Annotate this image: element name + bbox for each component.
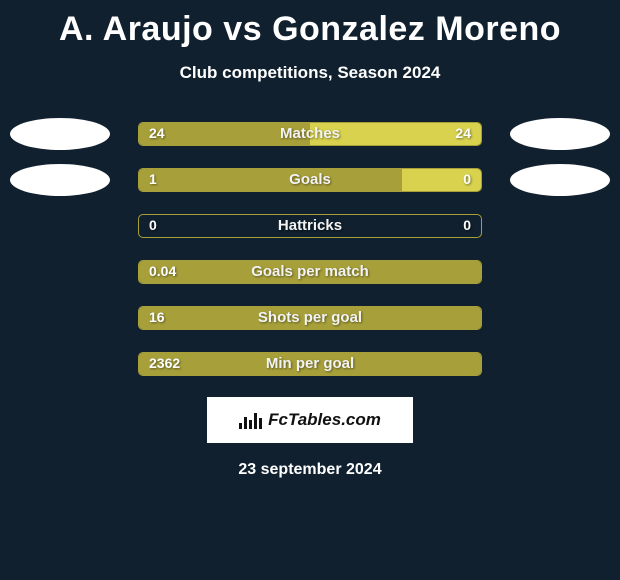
stat-bar: Hattricks0 0 (138, 214, 482, 238)
stat-row: Matches2424 (0, 111, 620, 157)
stat-bar-left (139, 169, 402, 191)
brand-badge: FcTables.com (207, 397, 413, 443)
title-player1: A. Araujo (59, 10, 213, 48)
title-vs: vs (223, 10, 262, 48)
stat-label: Hattricks (139, 217, 481, 234)
stat-bar-left (139, 353, 481, 375)
stat-row: Shots per goal16 (0, 295, 620, 341)
page-title: A. Araujo vs Gonzalez Moreno (0, 0, 620, 49)
stat-bar: Shots per goal16 (138, 306, 482, 330)
title-player2: Gonzalez Moreno (272, 10, 561, 48)
stat-bar: Goals10 (138, 168, 482, 192)
subtitle: Club competitions, Season 2024 (0, 63, 620, 83)
stat-bar-right (402, 169, 481, 191)
player-avatar-left (10, 164, 110, 196)
stat-bar: Min per goal2362 (138, 352, 482, 376)
footer-date: 23 september 2024 (0, 461, 620, 479)
player-avatar-right (510, 164, 610, 196)
stat-row: Min per goal2362 (0, 341, 620, 387)
stat-bar: Goals per match0.04 (138, 260, 482, 284)
stat-row: Goals per match0.04 (0, 249, 620, 295)
player-avatar-right (510, 118, 610, 150)
stat-row: Hattricks0 0 (0, 203, 620, 249)
stat-bar-left (139, 307, 481, 329)
stat-bar-left (139, 261, 481, 283)
stat-bar: Matches2424 (138, 122, 482, 146)
stat-bar-right (310, 123, 481, 145)
brand-text: FcTables.com (268, 410, 381, 430)
stat-value-right: 0 (463, 217, 471, 233)
stat-value-left: 0 (149, 217, 157, 233)
stat-bar-left (139, 123, 310, 145)
player-avatar-left (10, 118, 110, 150)
comparison-chart: Matches2424 Goals10 Hattricks0 0 Goals per m… (0, 111, 620, 387)
brand-logo-icon (239, 411, 262, 429)
stat-row: Goals10 (0, 157, 620, 203)
